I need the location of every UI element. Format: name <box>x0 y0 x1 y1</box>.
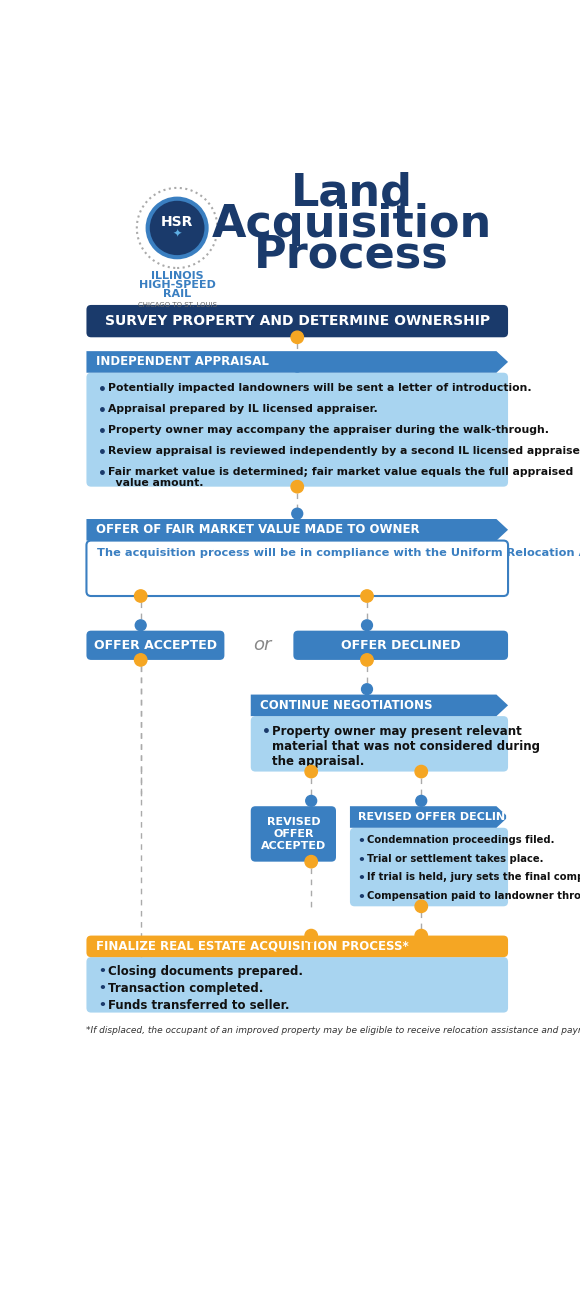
FancyBboxPatch shape <box>86 304 508 337</box>
Text: If trial is held, jury sets the final compensation amount.: If trial is held, jury sets the final co… <box>367 872 580 882</box>
FancyBboxPatch shape <box>86 373 508 486</box>
FancyBboxPatch shape <box>350 828 508 907</box>
Polygon shape <box>86 519 508 541</box>
Circle shape <box>148 199 206 257</box>
Text: OFFER ACCEPTED: OFFER ACCEPTED <box>94 639 217 651</box>
Text: Compensation paid to landowner through court and county treasurer.*: Compensation paid to landowner through c… <box>367 891 580 900</box>
Text: CONTINUE NEGOTIATIONS: CONTINUE NEGOTIATIONS <box>260 699 433 712</box>
Circle shape <box>292 361 303 372</box>
Text: INDEPENDENT APPRAISAL: INDEPENDENT APPRAISAL <box>96 356 269 369</box>
Text: Transaction completed.: Transaction completed. <box>108 982 263 995</box>
Circle shape <box>291 480 303 493</box>
Text: Process: Process <box>254 233 449 276</box>
Polygon shape <box>86 351 508 373</box>
Text: ✦: ✦ <box>172 230 182 239</box>
Text: Condemnation proceedings filed.: Condemnation proceedings filed. <box>367 836 554 845</box>
Circle shape <box>292 508 303 519</box>
Circle shape <box>361 590 373 602</box>
Circle shape <box>361 684 372 694</box>
Circle shape <box>291 332 303 343</box>
Circle shape <box>361 620 372 631</box>
Text: •: • <box>358 891 365 904</box>
Text: or: or <box>253 636 271 654</box>
Text: Appraisal prepared by IL licensed appraiser.: Appraisal prepared by IL licensed apprai… <box>108 404 378 414</box>
Text: REVISED
OFFER
ACCEPTED: REVISED OFFER ACCEPTED <box>261 818 326 850</box>
Circle shape <box>135 620 146 631</box>
Circle shape <box>305 929 317 942</box>
Text: Review appraisal is reviewed independently by a second IL licensed appraiser.: Review appraisal is reviewed independent… <box>108 446 580 455</box>
Text: RAIL: RAIL <box>163 289 191 299</box>
Text: Funds transferred to seller.: Funds transferred to seller. <box>108 998 289 1011</box>
FancyBboxPatch shape <box>86 631 224 660</box>
Text: Potentially impacted landowners will be sent a letter of introduction.: Potentially impacted landowners will be … <box>108 383 532 393</box>
Text: OFFER DECLINED: OFFER DECLINED <box>341 639 461 651</box>
Text: HSR: HSR <box>161 215 193 228</box>
Text: Property owner may present relevant
material that was not considered during
the : Property owner may present relevant mate… <box>273 725 541 769</box>
Text: •: • <box>98 446 107 459</box>
Polygon shape <box>251 694 508 716</box>
Text: ILLINOIS: ILLINOIS <box>151 271 204 281</box>
Text: OFFER OF FAIR MARKET VALUE MADE TO OWNER: OFFER OF FAIR MARKET VALUE MADE TO OWNER <box>96 524 419 537</box>
FancyBboxPatch shape <box>86 541 508 596</box>
Text: Acquisition: Acquisition <box>211 203 492 245</box>
FancyBboxPatch shape <box>86 935 508 957</box>
Text: Fair market value is determined; fair market value equals the full appraised
  v: Fair market value is determined; fair ma… <box>108 467 574 488</box>
Text: Trial or settlement takes place.: Trial or settlement takes place. <box>367 854 543 864</box>
Polygon shape <box>350 806 508 828</box>
Text: •: • <box>98 404 107 418</box>
Text: •: • <box>98 383 107 397</box>
Text: REVISED OFFER DECLINED: REVISED OFFER DECLINED <box>358 811 521 822</box>
Text: •: • <box>98 426 107 439</box>
Text: •: • <box>262 725 271 739</box>
Text: •: • <box>358 872 365 885</box>
Circle shape <box>305 765 317 778</box>
Circle shape <box>305 855 317 868</box>
FancyBboxPatch shape <box>251 716 508 771</box>
FancyBboxPatch shape <box>293 631 508 660</box>
Text: *If displaced, the occupant of an improved property may be eligible to receive r: *If displaced, the occupant of an improv… <box>86 1027 580 1036</box>
Text: •: • <box>98 965 106 978</box>
Text: •: • <box>98 467 107 481</box>
Text: FINALIZE REAL ESTATE ACQUISITION PROCESS*: FINALIZE REAL ESTATE ACQUISITION PROCESS… <box>96 940 408 953</box>
Text: HIGH-SPEED: HIGH-SPEED <box>139 280 216 290</box>
FancyBboxPatch shape <box>86 541 508 596</box>
Circle shape <box>415 765 427 778</box>
Circle shape <box>135 590 147 602</box>
FancyBboxPatch shape <box>251 806 336 862</box>
Circle shape <box>135 654 147 666</box>
Text: •: • <box>98 982 106 995</box>
FancyBboxPatch shape <box>86 957 508 1013</box>
Text: Land: Land <box>291 172 412 215</box>
Text: Property owner may accompany the appraiser during the walk-through.: Property owner may accompany the apprais… <box>108 426 549 435</box>
Circle shape <box>306 796 317 806</box>
Text: CHICAGO TO ST. LOUIS: CHICAGO TO ST. LOUIS <box>137 302 216 308</box>
Circle shape <box>416 796 427 806</box>
Text: •: • <box>358 836 365 849</box>
Text: •: • <box>98 998 106 1011</box>
Circle shape <box>415 900 427 912</box>
Circle shape <box>361 654 373 666</box>
Text: Closing documents prepared.: Closing documents prepared. <box>108 965 303 978</box>
Circle shape <box>415 929 427 942</box>
Text: SURVEY PROPERTY AND DETERMINE OWNERSHIP: SURVEY PROPERTY AND DETERMINE OWNERSHIP <box>104 315 490 328</box>
Text: The acquisition process will be in compliance with the Uniform Relocation Assist: The acquisition process will be in compl… <box>97 548 580 559</box>
Text: •: • <box>358 854 365 867</box>
